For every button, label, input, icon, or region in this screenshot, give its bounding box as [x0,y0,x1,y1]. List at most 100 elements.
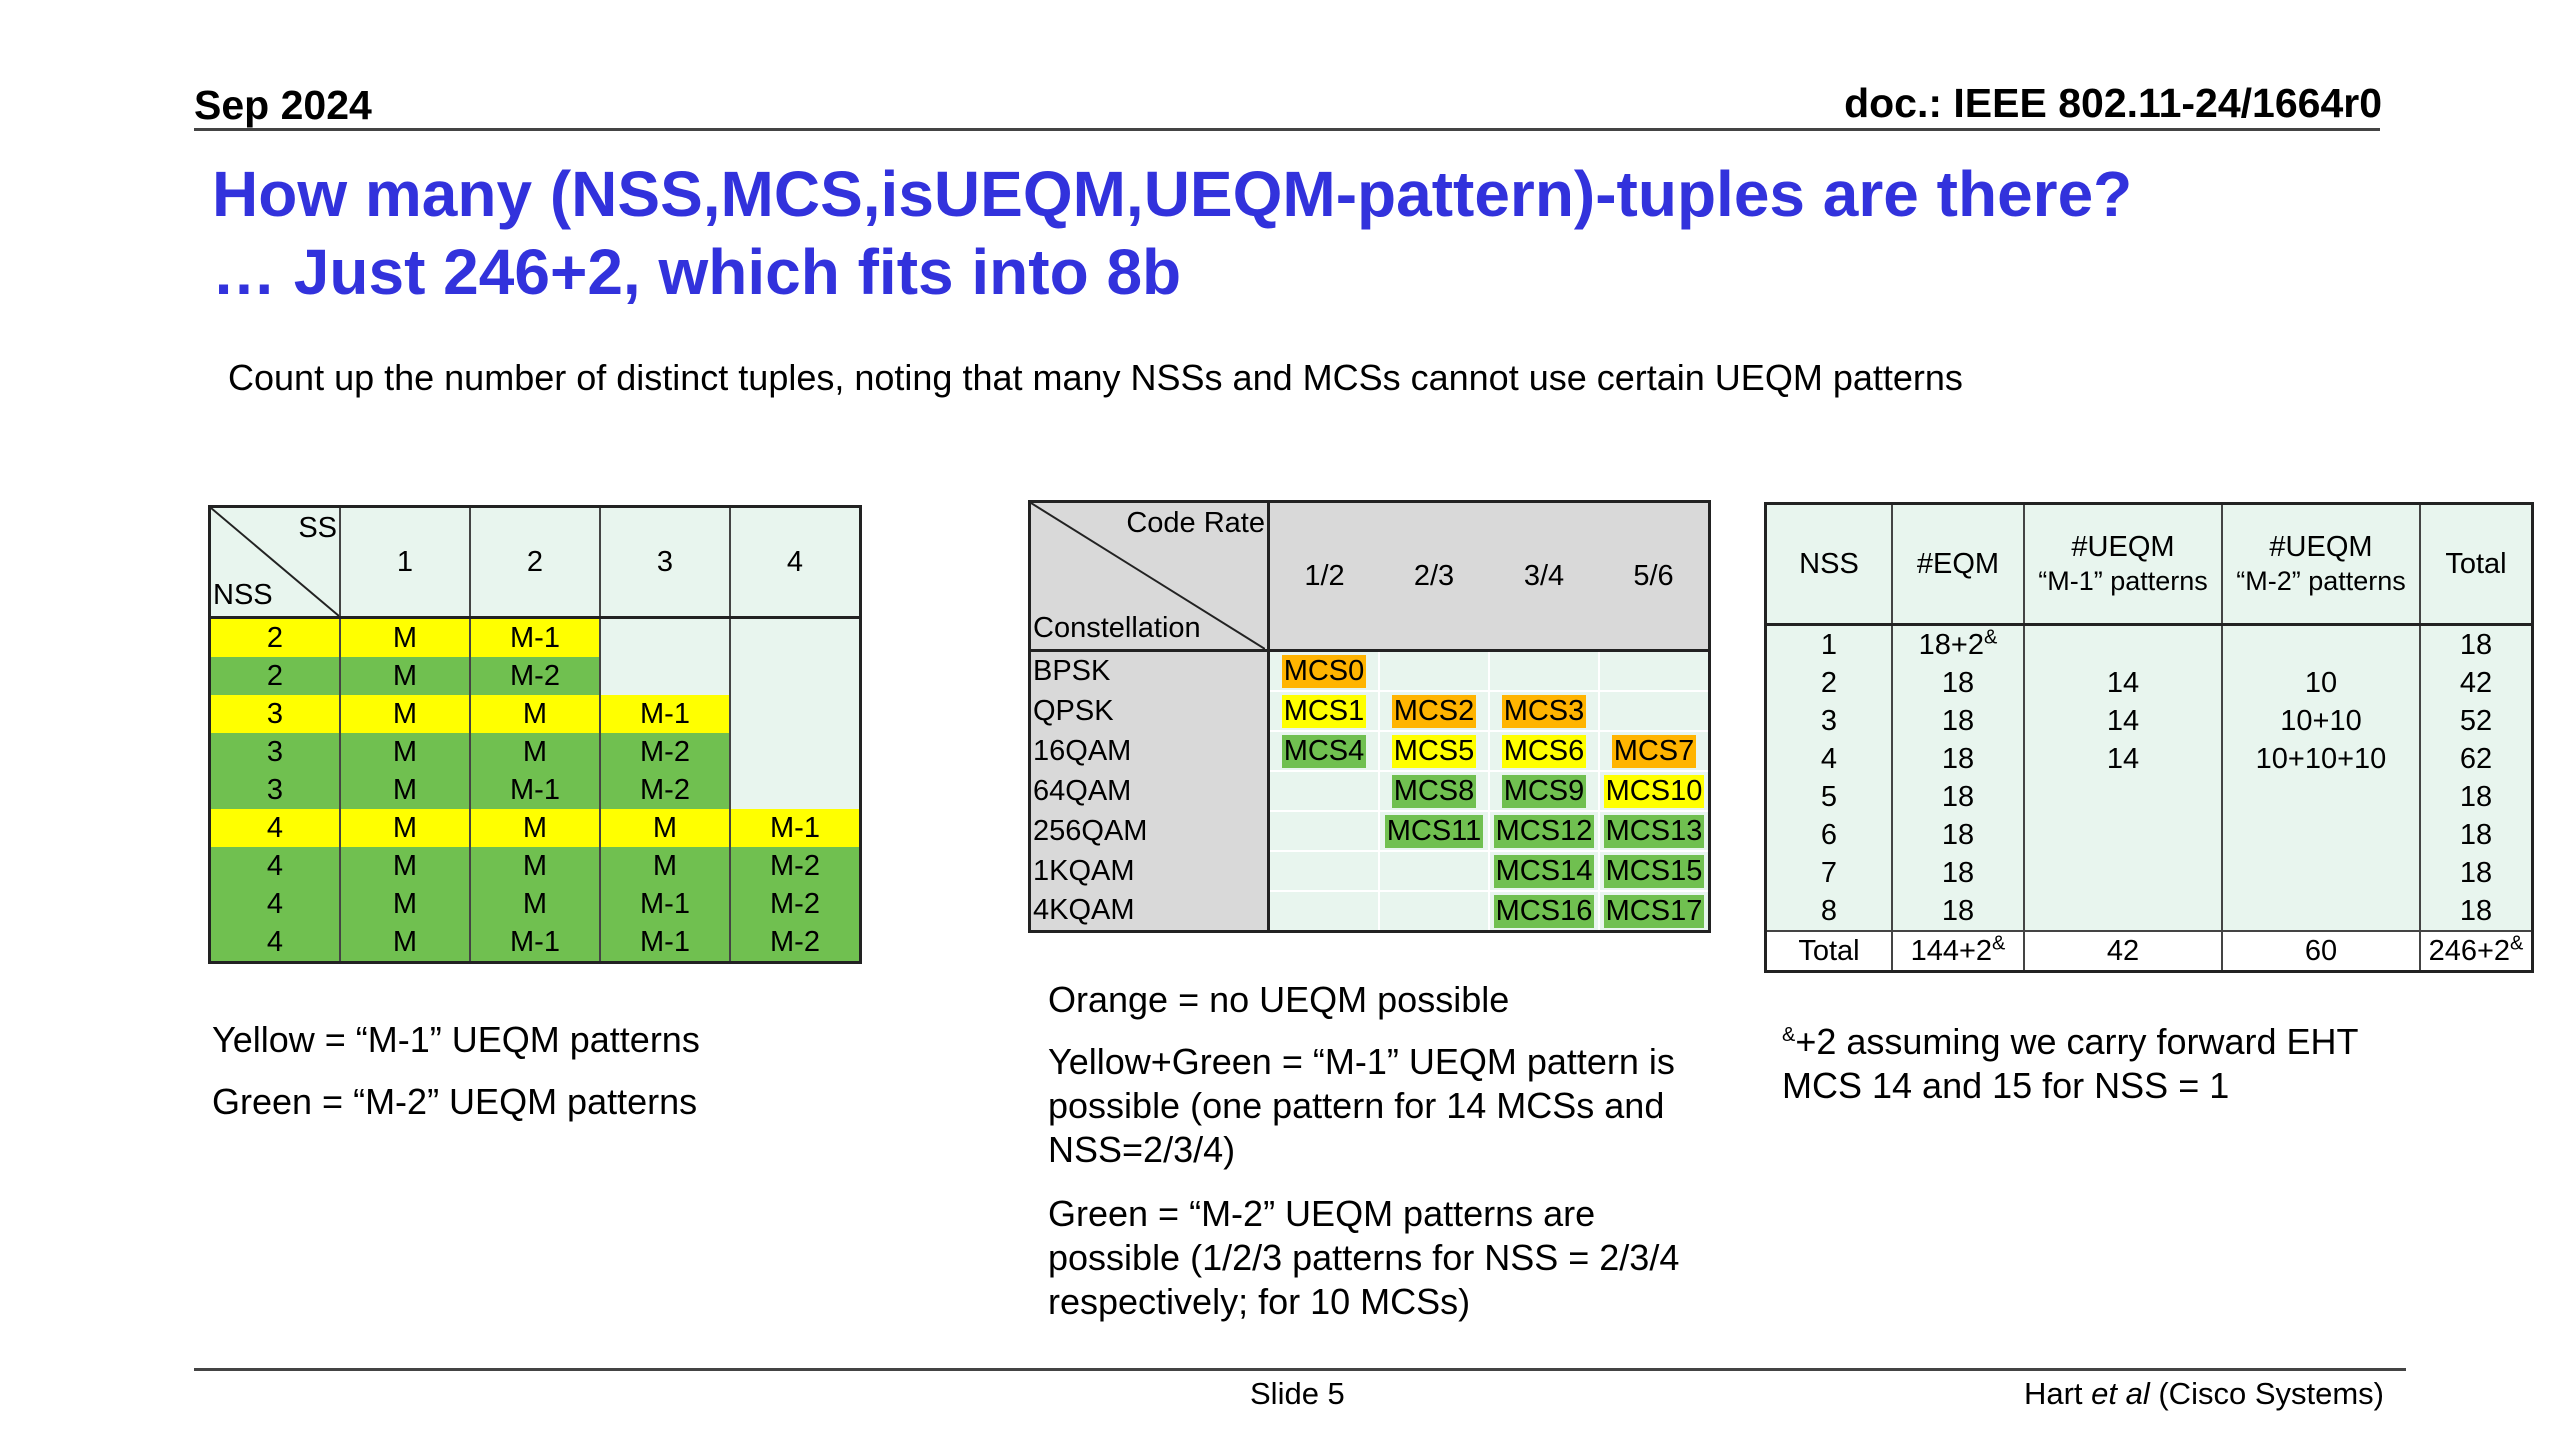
mcs-label: MCS11 [1384,814,1484,848]
mcs-label: MCS14 [1493,854,1595,888]
corner-constellation-label: Constellation [1033,612,1201,644]
table1-cell: M [339,923,470,964]
table1-cell: M [599,847,730,885]
table3-cell [2023,778,2222,816]
tuple-count-table: NSS #EQM #UEQM “M-1” patterns #UEQM “M-2” pat… [1764,502,2534,973]
table1-nss-cell: 4 [208,847,340,885]
table1-cell: M-1 [599,695,730,733]
header-line: NSS [1799,548,1859,580]
table2-cell [1378,649,1490,692]
table1-row: 2 M M-1 [208,617,862,657]
table3-total-cell: Total [1764,930,1892,973]
table3-cell: 18 [2419,624,2534,664]
footnote: &+2 assuming we carry forward EHT MCS 14… [1782,1020,2422,1108]
slide-number: Slide 5 [1250,1376,1345,1411]
table2-row: 16QAM MCS4 MCS5 MCS6 MCS7 [1028,730,1711,772]
table1-nss-cell: 2 [208,657,340,695]
table2-row-label: 256QAM [1028,811,1270,851]
table3-cell [2221,624,2420,664]
header-line: “M-2” patterns [2236,566,2406,596]
title-line-1: How many (NSS,MCS,isUEQM,UEQM-pattern)-t… [212,158,2133,230]
table3-cell [2221,854,2420,892]
table2-cell [1267,890,1380,933]
table2-header-row: Code Rate Constellation 1/2 2/3 3/4 5/6 [1028,500,1711,652]
table2-cell: MCS12 [1488,810,1600,852]
mcs-label: MCS2 [1391,694,1477,728]
mcs-table: Code Rate Constellation 1/2 2/3 3/4 5/6 BPSK MC… [1028,500,1711,933]
corner-nss-label: NSS [213,579,273,611]
table1-nss-cell: 4 [208,885,340,923]
table3-cell [2023,624,2222,664]
table2-col-header: 3/4 [1489,500,1599,652]
table3-cell: 14 [2023,740,2222,778]
table3-cell: 18 [1891,854,2024,892]
header-line: Total [2445,548,2507,580]
table3-total-cell: 42 [2023,930,2222,973]
header-line: #UEQM [2071,531,2175,563]
table3-cell: 8 [1764,892,1892,931]
table1-cell: M [469,847,600,885]
table3-cell: 1 [1764,624,1892,664]
table2-cell [1378,850,1490,892]
amp-mark: & [1983,625,1998,648]
table1-header-row: SS NSS 1 2 3 4 [208,505,862,619]
table3-col-header: Total [2419,502,2534,626]
corner-ss-label: SS [298,512,337,544]
footer-divider [194,1368,2406,1371]
table1-corner: SS NSS [208,505,340,619]
table2-cell [1267,770,1380,812]
table1-row: 4 M M M M-2 [208,847,862,885]
table2-cell: MCS5 [1378,730,1490,772]
table1-col-header: 1 [339,505,470,619]
table3-row: 4 18 14 10+10+10 62 [1764,740,2534,778]
table2-cell: MCS6 [1488,730,1600,772]
table1-cell: M [469,733,600,771]
table3-cell: 18 [1891,664,2024,702]
table3-col-header: #UEQM “M-1” patterns [2023,502,2222,626]
table1-col-header: 2 [469,505,600,619]
table3-cell [2023,892,2222,931]
table2-cell [1598,649,1711,692]
table2-row-label: 16QAM [1028,731,1270,771]
table2-row-label: QPSK [1028,691,1270,731]
table3-cell: 14 [2023,702,2222,740]
table2-cell: MCS4 [1267,730,1380,772]
table1-nss-cell: 4 [208,809,340,847]
table3-header-row: NSS #EQM #UEQM “M-1” patterns #UEQM “M-2” pat… [1764,502,2534,626]
table1-col-header: 3 [599,505,730,619]
table1-cell [729,771,862,809]
table2-cell [1378,890,1490,933]
header-line: #EQM [1916,548,2000,580]
mcs-label: MCS12 [1493,814,1595,848]
header-line: “M-1” patterns [2038,566,2208,596]
table2-row: 64QAM MCS8 MCS9 MCS10 [1028,770,1711,812]
mcs-label: MCS10 [1603,774,1705,808]
mcs-label: MCS4 [1281,734,1367,768]
table3-row: 2 18 14 10 42 [1764,664,2534,702]
table3-cell: 18 [2419,854,2534,892]
table1-cell [729,695,862,733]
value: 144+2 [1910,934,1993,967]
table2-cell: MCS16 [1488,890,1600,933]
table1-cell: M [599,809,730,847]
table3-cell: 7 [1764,854,1892,892]
table2-cell: MCS3 [1488,690,1600,732]
mcs-label: MCS15 [1603,854,1705,888]
table1-col-header: 4 [729,505,862,619]
table3-row: 3 18 14 10+10 52 [1764,702,2534,740]
table3-cell: 52 [2419,702,2534,740]
table1-nss-cell: 2 [208,617,340,657]
mcs-label: MCS8 [1391,774,1477,808]
table3-cell: 18 [2419,816,2534,854]
table3-cell: 18+2& [1891,624,2024,664]
table1-cell: M [339,809,470,847]
table2-cell: MCS13 [1598,810,1711,852]
table2-cell: MCS7 [1598,730,1711,772]
mcs-label: MCS3 [1501,694,1587,728]
table1-cell [729,657,862,695]
table1-cell [599,617,730,657]
table3-cell: 10 [2221,664,2420,702]
table3-col-header: NSS [1764,502,1892,626]
table2-cell: MCS11 [1378,810,1490,852]
table2-cell: MCS9 [1488,770,1600,812]
